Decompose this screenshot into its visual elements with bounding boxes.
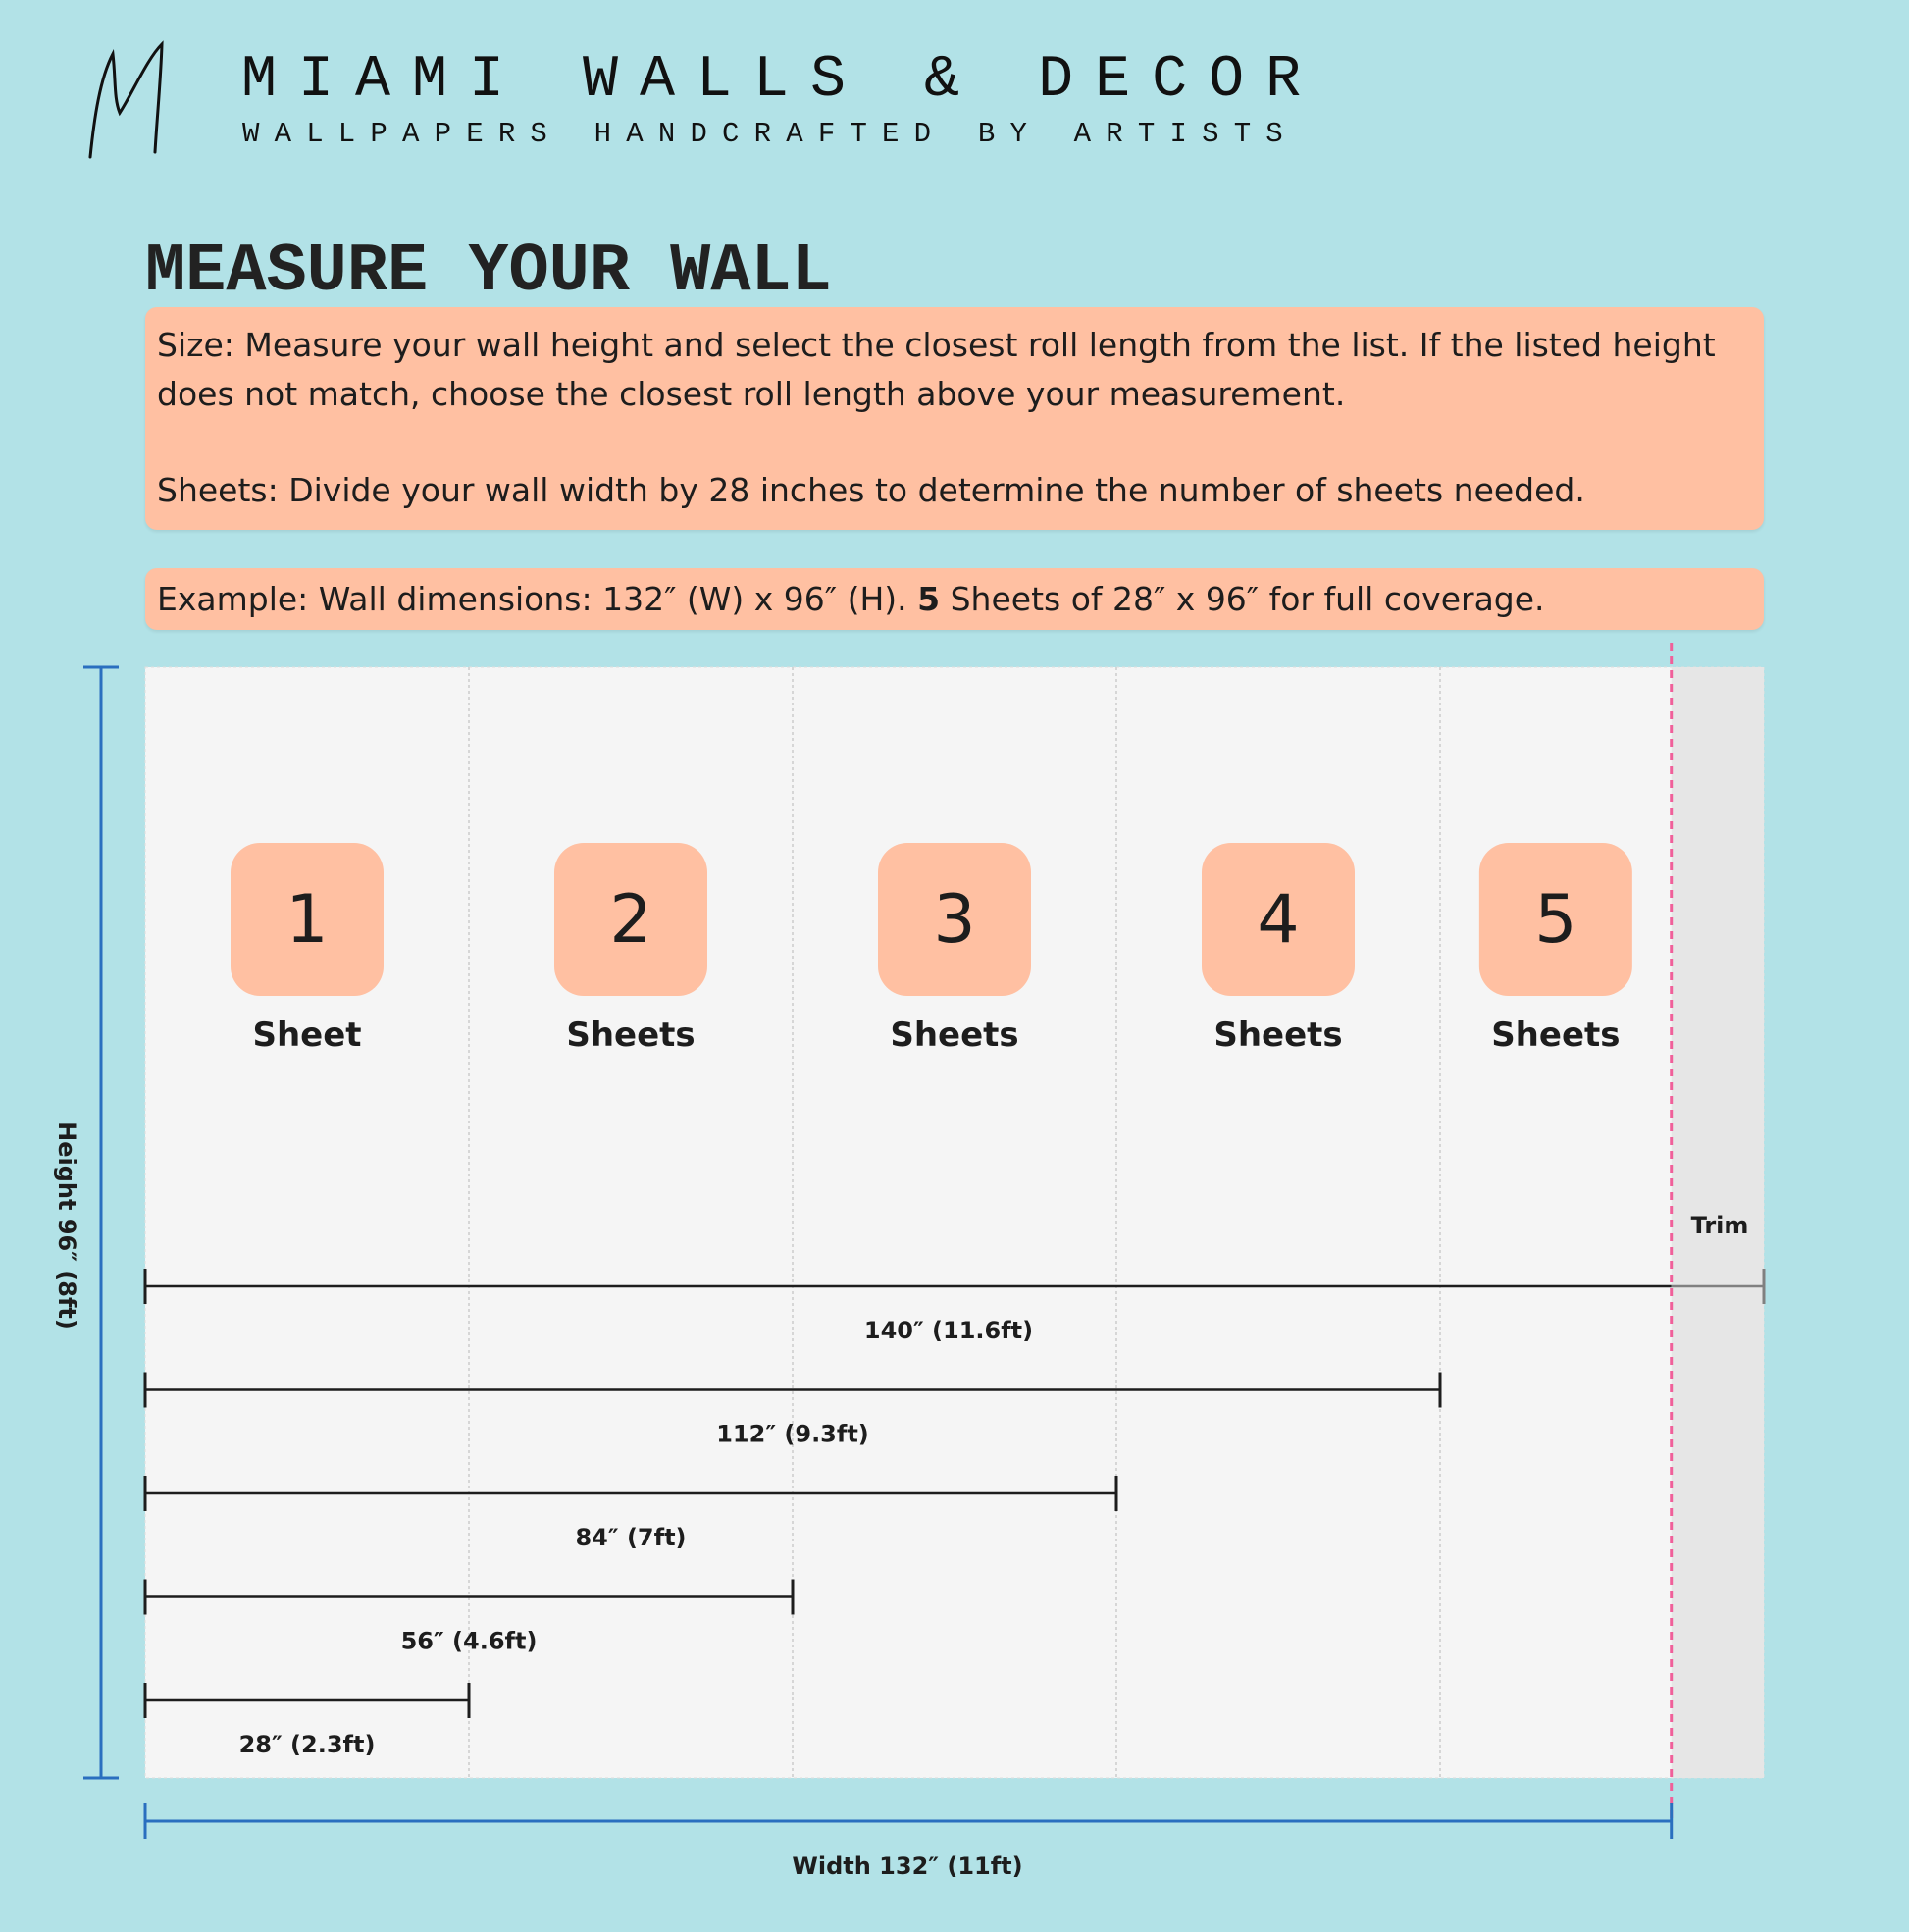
sheet-badge-label: Sheet <box>252 1016 361 1055</box>
measure-label: 28″ (2.3ft) <box>239 1731 376 1758</box>
size-label: Size: <box>157 326 234 364</box>
sheet-badge <box>878 843 1031 996</box>
measure-label: 140″ (11.6ft) <box>864 1317 1033 1344</box>
sheet-badge-number: 3 <box>933 881 975 959</box>
example-suffix: Sheets of 28″ x 96″ for full coverage. <box>940 580 1545 618</box>
sheets-text: Divide your wall width by 28 inches to d… <box>278 471 1585 509</box>
example-count: 5 <box>917 580 941 618</box>
sheets-label: Sheets: <box>157 471 279 509</box>
sheet-badge-label: Sheets <box>566 1016 695 1055</box>
sheet-badge-number: 5 <box>1534 881 1576 959</box>
example-prefix: Example: Wall dimensions: 132″ (W) x 96″… <box>157 580 918 618</box>
instructions-box: Size: Measure your wall height and selec… <box>145 307 1764 530</box>
height-label: Height 96″ (8ft) <box>53 1122 80 1330</box>
sheet-badge-label: Sheets <box>1213 1016 1342 1055</box>
brand-tagline: WALLPAPERS HANDCRAFTED BY ARTISTS <box>242 118 1298 150</box>
page-title: MEASURE YOUR WALL <box>145 234 832 311</box>
sheet-area <box>144 666 1765 1779</box>
measure-label: 56″ (4.6ft) <box>401 1628 538 1655</box>
sheet-badge <box>554 843 707 996</box>
brand-name: MIAMI WALLS & DECOR <box>241 47 1323 114</box>
trim-area <box>1671 667 1764 1778</box>
sheet-badge <box>1478 843 1632 996</box>
width-label: Width 132″ (11ft) <box>792 1853 1022 1880</box>
sheets-instruction: Sheets: Divide your wall width by 28 inc… <box>157 466 1752 515</box>
measure-label: 112″ (9.3ft) <box>716 1421 869 1448</box>
trim-label: Trim <box>1691 1212 1749 1239</box>
sheet-badge <box>1202 843 1355 996</box>
sheet-badge-number: 1 <box>285 881 328 959</box>
sheet-badge-label: Sheets <box>890 1016 1018 1055</box>
sheet-badge-label: Sheets <box>1491 1016 1620 1055</box>
sheet-badge-number: 4 <box>1257 881 1299 959</box>
sheet-badge-number: 2 <box>609 881 651 959</box>
measure-label: 84″ (7ft) <box>575 1524 686 1551</box>
sheet-badge <box>231 843 384 996</box>
example-box: Example: Wall dimensions: 132″ (W) x 96″… <box>145 568 1764 630</box>
size-instruction: Size: Measure your wall height and selec… <box>157 321 1752 419</box>
size-text: Measure your wall height and select the … <box>157 326 1716 413</box>
logo-signature <box>88 40 164 159</box>
